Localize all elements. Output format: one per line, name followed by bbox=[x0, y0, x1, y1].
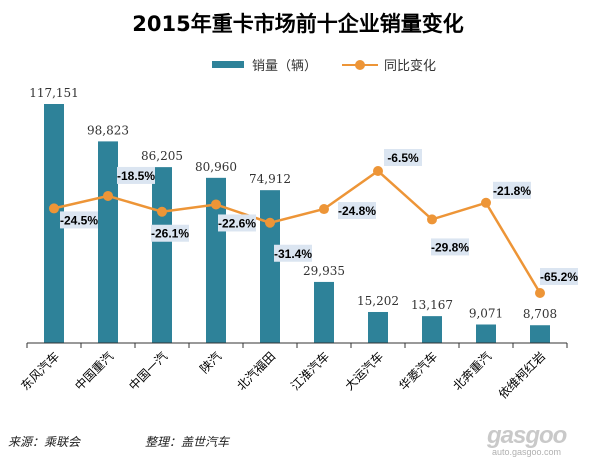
legend-label-sales: 销量（辆） bbox=[252, 59, 318, 74]
yoy-value-labels: -24.5% -18.5% -26.1% -22.6% -31.4% -24.8% -6.5… bbox=[60, 149, 578, 285]
yoy-marker bbox=[373, 166, 383, 176]
category-label: 中国一汽 bbox=[126, 349, 171, 394]
bar-value-label: 15,202 bbox=[357, 294, 399, 308]
x-axis-ticks bbox=[26, 343, 568, 348]
yoy-marker bbox=[211, 199, 221, 210]
bar bbox=[476, 324, 496, 343]
yoy-label-box bbox=[60, 211, 98, 229]
category-label: 江淮汽车 bbox=[288, 349, 333, 394]
category-label: 北奔重汽 bbox=[450, 349, 495, 394]
yoy-value-label: -29.8% bbox=[431, 240, 469, 254]
bar bbox=[260, 190, 280, 343]
category-label: 北汽福田 bbox=[234, 349, 279, 394]
category-labels: 东风汽车 中国重汽 中国一汽 陕汽 北汽福田 江淮汽车 大运汽车 华菱汽车 北奔重汽 依维柯红岩 bbox=[18, 349, 549, 402]
yoy-label-box bbox=[218, 214, 256, 232]
legend-label-yoy: 同比变化 bbox=[384, 59, 437, 74]
yoy-marker bbox=[319, 204, 329, 215]
watermark-url: auto.gasgoo.com bbox=[492, 447, 562, 457]
yoy-value-label: -6.5% bbox=[387, 151, 419, 165]
bar-value-label: 74,912 bbox=[249, 172, 291, 186]
yoy-label-box bbox=[338, 202, 376, 220]
yoy-label-box bbox=[117, 166, 155, 184]
yoy-label-box bbox=[540, 268, 578, 285]
yoy-marker bbox=[265, 217, 275, 228]
bar bbox=[314, 281, 334, 343]
bar bbox=[44, 104, 64, 343]
bar-value-label: 8,708 bbox=[523, 307, 557, 321]
category-label: 中国重汽 bbox=[72, 349, 117, 394]
source-note: 来源：乘联会 bbox=[8, 435, 81, 449]
yoy-marker bbox=[157, 206, 167, 217]
bar-value-label: 98,823 bbox=[87, 123, 129, 137]
bar-value-label: 9,071 bbox=[469, 306, 503, 320]
category-label: 东风汽车 bbox=[18, 349, 63, 394]
bar-value-label: 29,935 bbox=[303, 264, 345, 278]
legend-item-sales: 销量（辆） bbox=[212, 55, 317, 74]
bar-value-label: 80,960 bbox=[195, 160, 237, 174]
yoy-value-label: -31.4% bbox=[274, 247, 312, 261]
yoy-marker bbox=[103, 190, 113, 201]
yoy-label-box bbox=[431, 238, 469, 256]
yoy-marker bbox=[481, 197, 491, 208]
bar-value-labels: 117,151 98,823 86,205 80,960 74,912 29,935 15,… bbox=[29, 86, 557, 321]
yoy-marker bbox=[427, 214, 437, 225]
yoy-value-label: -24.8% bbox=[338, 204, 376, 218]
yoy-value-label: -18.5% bbox=[117, 169, 155, 183]
organizer-note: 整理：盖世汽车 bbox=[145, 435, 230, 449]
yoy-value-label: -65.2% bbox=[540, 270, 578, 284]
yoy-value-label: -21.8% bbox=[493, 184, 531, 198]
bar bbox=[152, 167, 172, 343]
yoy-label-box bbox=[493, 181, 531, 199]
bar-value-label: 13,167 bbox=[411, 298, 453, 312]
watermark-logo: gasgoo bbox=[487, 422, 567, 449]
bar-value-label: 86,205 bbox=[141, 149, 183, 163]
bar bbox=[422, 316, 442, 343]
category-label: 依维柯红岩 bbox=[495, 349, 548, 402]
yoy-label-box bbox=[274, 244, 312, 262]
yoy-markers bbox=[49, 166, 545, 298]
category-label: 大运汽车 bbox=[342, 349, 387, 394]
legend-bar-swatch bbox=[212, 61, 244, 68]
category-label: 华菱汽车 bbox=[396, 349, 441, 394]
yoy-value-label: -26.1% bbox=[151, 227, 189, 241]
yoy-series-line bbox=[53, 169, 542, 294]
yoy-label-box bbox=[384, 149, 422, 166]
chart-title: 2015年重卡市场前十企业销量变化 bbox=[132, 12, 464, 36]
yoy-value-label: -22.6% bbox=[218, 216, 256, 230]
yoy-value-label: -24.5% bbox=[60, 213, 98, 227]
yoy-marker bbox=[49, 203, 59, 214]
bar bbox=[368, 311, 388, 343]
category-label: 陕汽 bbox=[197, 349, 225, 377]
bar bbox=[98, 141, 118, 343]
yoy-marker bbox=[535, 288, 545, 298]
legend-line-swatch bbox=[342, 59, 378, 70]
bar bbox=[530, 325, 550, 343]
bar-value-label: 117,151 bbox=[29, 86, 79, 100]
legend-item-yoy: 同比变化 bbox=[342, 55, 436, 74]
yoy-label-box bbox=[151, 224, 189, 242]
